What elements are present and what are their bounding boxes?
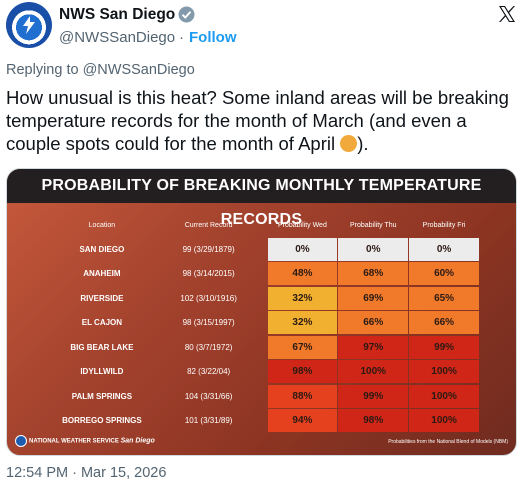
table-body: SAN DIEGO 99 (3/29/1879) 0% 0% 0% ANAHEIM 98 (… <box>54 237 480 433</box>
cell-probability-thu: 100% <box>338 360 409 384</box>
table-header: Location Current Record Probability Wed … <box>54 213 480 237</box>
tweet-header: NWS San Diego @NWSSanDiego · Follow <box>6 2 517 48</box>
table-row: IDYLLWILD 82 (3/22/04) 98% 100% 100% <box>54 360 480 385</box>
cell-probability-wed: 48% <box>267 262 338 286</box>
tweet-body: How unusual is this heat? Some inland ar… <box>6 87 509 154</box>
cell-location: EL CAJON <box>81 318 123 328</box>
x-logo-icon[interactable] <box>497 4 517 24</box>
separator-dot: · <box>179 29 184 46</box>
cell-probability-thu: 68% <box>338 262 409 286</box>
cell-record: 82 (3/22/04) <box>187 367 231 377</box>
cell-location: IDYLLWILD <box>80 367 124 377</box>
header-record: Current Record <box>184 221 233 229</box>
table-row: EL CAJON 98 (3/15/1997) 32% 66% 66% <box>54 311 480 336</box>
cell-record: 102 (3/10/1916) <box>180 293 237 303</box>
cell-probability-wed: 98% <box>267 360 338 384</box>
cell-probability-fri: 100% <box>409 360 479 384</box>
lightning-icon <box>23 16 35 34</box>
cell-probability-thu: 98% <box>338 409 409 433</box>
table-row: PALM SPRINGS 104 (3/31/66) 88% 99% 100% <box>54 384 480 409</box>
follow-button[interactable]: Follow <box>189 29 237 46</box>
verified-badge-icon <box>178 6 195 23</box>
cell-record: 98 (3/15/1997) <box>182 318 235 328</box>
cell-probability-thu: 0% <box>338 237 409 261</box>
cell-probability-thu: 66% <box>338 311 409 335</box>
table-row: RIVERSIDE 102 (3/10/1916) 32% 69% 65% <box>54 286 480 311</box>
table-row: SAN DIEGO 99 (3/29/1879) 0% 0% 0% <box>54 237 480 262</box>
cell-location: RIVERSIDE <box>80 293 124 303</box>
table-row: BIG BEAR LAKE 80 (3/7/1972) 67% 97% 99% <box>54 335 480 360</box>
cell-probability-fri: 100% <box>409 384 479 408</box>
records-table: Location Current Record Probability Wed … <box>54 213 480 433</box>
cell-probability-fri: 99% <box>409 335 479 359</box>
cell-record: 99 (3/29/1879) <box>182 244 235 254</box>
tweet-timestamp[interactable]: 12:54 PM · Mar 15, 2026 <box>6 465 167 481</box>
cell-probability-fri: 65% <box>409 286 479 310</box>
cell-location: BIG BEAR LAKE <box>70 342 134 352</box>
records-image-card[interactable]: PROBABILITY OF BREAKING MONTHLY TEMPERAT… <box>6 168 517 456</box>
nws-footer-logo: NATIONAL WEATHER SERVICE San Diego <box>15 435 155 447</box>
cell-location: PALM SPRINGS <box>71 391 133 401</box>
table-row: ANAHEIM 98 (3/14/2015) 48% 68% 60% <box>54 262 480 287</box>
cell-probability-wed: 32% <box>267 286 338 310</box>
cell-probability-thu: 99% <box>338 384 409 408</box>
cell-location: ANAHEIM <box>83 269 121 279</box>
cell-probability-thu: 97% <box>338 335 409 359</box>
card-title: PROBABILITY OF BREAKING MONTHLY TEMPERAT… <box>7 169 516 228</box>
tweet-text: How unusual is this heat? Some inland ar… <box>6 86 520 155</box>
header-thu: Probability Thu <box>349 221 397 229</box>
cell-probability-fri: 100% <box>409 409 479 433</box>
cell-probability-fri: 66% <box>409 311 479 335</box>
footer-office: San Diego <box>120 437 155 445</box>
account-handle[interactable]: @NWSSanDiego <box>59 29 176 46</box>
cell-record: 98 (3/14/2015) <box>182 269 235 279</box>
footer-org: NATIONAL WEATHER SERVICE <box>29 438 119 445</box>
header-fri: Probability Fri <box>422 221 466 229</box>
cell-probability-wed: 88% <box>267 384 338 408</box>
nws-seal-icon <box>15 435 27 447</box>
table-row: BORREGO SPRINGS 101 (3/31/89) 94% 98% 100% <box>54 409 480 434</box>
header-wed: Probability Wed <box>277 221 327 229</box>
cell-probability-wed: 67% <box>267 335 338 359</box>
cell-probability-wed: 0% <box>267 237 338 261</box>
cell-record: 101 (3/31/89) <box>184 416 233 426</box>
cell-record: 104 (3/31/66) <box>184 391 233 401</box>
cell-location: SAN DIEGO <box>79 244 125 254</box>
cell-probability-fri: 60% <box>409 262 479 286</box>
cell-probability-wed: 32% <box>267 311 338 335</box>
cell-probability-fri: 0% <box>409 237 479 261</box>
cell-location: BORREGO SPRINGS <box>62 416 142 426</box>
footer-note: Probabilities from the National Blend of… <box>388 439 508 445</box>
tweet-end: ). <box>357 133 369 154</box>
nws-avatar[interactable] <box>6 2 52 48</box>
hot-face-emoji-icon <box>340 135 358 152</box>
cell-record: 80 (3/7/1972) <box>184 342 233 352</box>
cell-probability-wed: 94% <box>267 409 338 433</box>
cell-probability-thu: 69% <box>338 286 409 310</box>
header-location: Location <box>88 221 116 229</box>
replying-to[interactable]: Replying to @NWSSanDiego <box>6 62 195 78</box>
account-name[interactable]: NWS San Diego <box>59 6 176 23</box>
